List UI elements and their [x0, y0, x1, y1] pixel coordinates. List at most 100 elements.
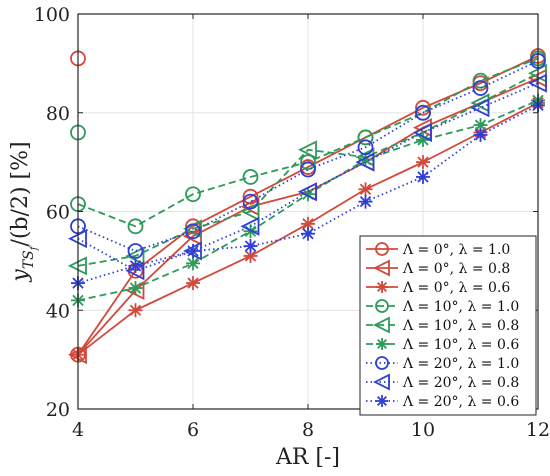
data-point: [416, 132, 430, 147]
asterisk-stroke: [187, 245, 199, 257]
legend-item: Λ = 0°, λ = 0.6: [366, 280, 510, 296]
data-point: [185, 223, 201, 240]
series-line: [77, 72, 539, 267]
y-label-sub: TS: [21, 250, 37, 269]
legend-marker: [372, 373, 390, 391]
data-point: [127, 218, 144, 235]
asterisk-stroke: [474, 129, 487, 141]
data-point: [240, 216, 260, 236]
y-tick-label: 60: [46, 202, 70, 224]
series-line: [77, 55, 539, 356]
data-point: [412, 123, 432, 142]
x-axis-label: AR [-]: [275, 445, 340, 470]
asterisk-stroke: [474, 119, 487, 131]
series-line: [77, 82, 539, 272]
legend-label: Λ = 0°, λ = 0.8: [402, 261, 510, 277]
legend-marker: [372, 316, 390, 334]
legend-marker: [376, 281, 388, 293]
data-point: [472, 72, 489, 89]
legend-marker: [376, 395, 388, 407]
data-point: [301, 226, 315, 241]
asterisk-stroke: [417, 134, 429, 146]
series-layer: [67, 48, 547, 365]
asterisk-stroke: [129, 282, 142, 294]
legend: Λ = 0°, λ = 1.0 Λ = 0°, λ = 0.8 Λ = 0°, λ …: [359, 235, 537, 416]
data-point: [127, 243, 144, 259]
data-point: [416, 169, 430, 184]
legend-item: Λ = 10°, λ = 1.0: [366, 299, 519, 315]
y-axis-label: yTSf/(b/2) [%]: [8, 141, 40, 282]
data-point: [358, 194, 373, 209]
y-label-rest: /(b/2) [%]: [8, 141, 33, 246]
y-label-subsub: f: [29, 244, 40, 251]
data-point: [300, 161, 316, 178]
legend-marker: [375, 356, 389, 370]
x-tick-label: 4: [72, 419, 84, 441]
series-line: [77, 60, 539, 252]
data-point: [243, 248, 258, 263]
asterisk-stroke: [377, 396, 387, 406]
legend-item: Λ = 10°, λ = 0.6: [366, 337, 519, 353]
legend-marker: [375, 299, 389, 313]
data-point: [416, 155, 430, 170]
data-point: [355, 152, 375, 172]
legend-item: Λ = 0°, λ = 0.8: [366, 259, 510, 277]
asterisk-stroke: [377, 282, 387, 292]
data-point: [357, 129, 374, 146]
legend-label: Λ = 10°, λ = 0.8: [402, 318, 519, 334]
asterisk-stroke: [302, 218, 314, 230]
legend-marker: [375, 242, 389, 256]
legend-label: Λ = 10°, λ = 1.0: [402, 299, 519, 315]
data-point: [186, 244, 200, 258]
data-point: [297, 182, 317, 202]
x-tick-label: 6: [187, 419, 199, 441]
data-point: [186, 256, 200, 271]
asterisk-stroke: [302, 228, 314, 240]
data-point: [415, 104, 431, 121]
asterisk-stroke: [129, 304, 142, 316]
legend-item: Λ = 0°, λ = 1.0: [366, 242, 510, 258]
asterisk-stroke: [417, 171, 429, 183]
data-point: [242, 169, 259, 185]
legend-label: Λ = 20°, λ = 0.6: [402, 394, 519, 410]
data-point: [243, 239, 258, 254]
legend-item: Λ = 20°, λ = 0.6: [366, 394, 519, 410]
y-tick-label: 100: [34, 4, 70, 26]
legend-label: Λ = 20°, λ = 1.0: [402, 356, 519, 372]
asterisk-stroke: [377, 339, 387, 349]
asterisk-stroke: [359, 195, 372, 208]
asterisk-stroke: [244, 250, 257, 262]
data-point: [297, 140, 317, 160]
asterisk-stroke: [187, 277, 199, 289]
x-tick-label: 8: [302, 419, 314, 441]
data-point: [128, 303, 143, 318]
data-point: [242, 188, 259, 205]
asterisk-stroke: [302, 188, 314, 200]
legend-item: Λ = 20°, λ = 1.0: [366, 356, 519, 372]
data-point: [472, 80, 489, 96]
data-point: [242, 193, 259, 210]
data-point: [186, 276, 200, 291]
legend-item: Λ = 20°, λ = 0.8: [366, 373, 519, 391]
legend-label: Λ = 0°, λ = 1.0: [402, 242, 510, 258]
data-point: [300, 154, 316, 171]
data-point: [358, 152, 373, 167]
y-label-var: y: [8, 269, 33, 283]
data-point: [473, 127, 488, 142]
y-tick-label: 40: [46, 300, 70, 322]
data-point: [240, 202, 260, 221]
legend-label: Λ = 10°, λ = 0.6: [402, 337, 519, 353]
legend-label: Λ = 20°, λ = 0.8: [402, 375, 519, 391]
y-tick-label: 20: [46, 399, 70, 421]
data-point: [470, 98, 490, 118]
data-point: [358, 182, 373, 197]
legend-label: Λ = 0°, λ = 0.6: [402, 280, 510, 296]
legend-marker: [376, 338, 388, 350]
asterisk-stroke: [359, 183, 372, 195]
series-6: [71, 93, 545, 308]
asterisk-stroke: [187, 257, 199, 270]
data-point: [357, 139, 374, 156]
x-tick-label: 10: [411, 419, 435, 441]
asterisk-stroke: [417, 156, 429, 168]
